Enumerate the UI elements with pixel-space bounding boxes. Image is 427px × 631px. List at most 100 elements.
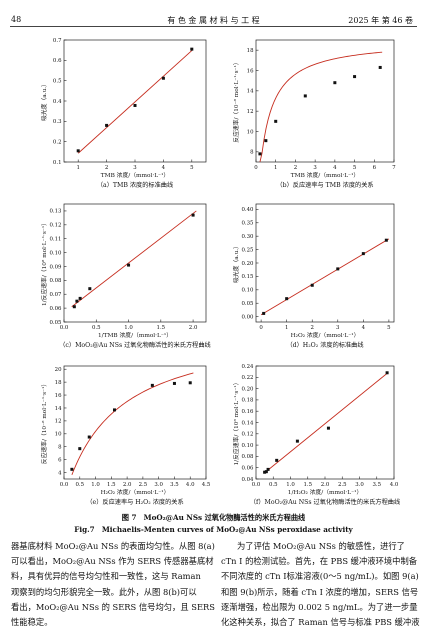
y-tick-label: 10 — [55, 432, 62, 438]
chart-panel-c: 0.0 0.5 1.0 1.5 2.0 0.05 0.06 0.07 0.08 0.09 0.10 0… — [40, 203, 211, 349]
text-line: 观察到的均匀形貌完全一致。此外，从图 8(b)可以 — [11, 586, 197, 597]
x-axis-label: H₂O₂ 浓度/（mmol·L⁻¹） — [291, 331, 360, 339]
data-point — [188, 381, 192, 385]
chart-panel-d: 0 1 2 3 4 5 0.00 0.05 0.10 0.15 0.20 0.25 0.30 0.35 0.… — [232, 203, 395, 349]
data-point — [75, 299, 79, 303]
x-axis-label: 1/H₂O₂ 浓度/（mmol·L⁻¹） — [288, 488, 363, 496]
x-tick-label: 0 — [254, 165, 258, 171]
y-tick-label: 0.16 — [241, 409, 254, 415]
y-axis-label: 1/反应速率/（10⁸ mol·L⁻¹·s⁻¹） — [232, 379, 240, 465]
data-point — [310, 283, 314, 287]
y-tick-label: 0.11 — [49, 237, 61, 243]
y-axis-label: 吸光度（a.u.） — [40, 81, 48, 121]
y-tick-label: 0.20 — [241, 386, 254, 392]
text-line: 逐渐增强，检出限为 0.002 5 ng/mL。为了进一步量 — [221, 601, 418, 612]
y-axis-label: 反应速率/（10⁻⁸ mol·L⁻¹·s⁻¹） — [40, 381, 48, 464]
y-tick-label: 4 — [58, 470, 62, 476]
journal-title: 有 色 金 属 材 料 与 工 程 — [167, 16, 260, 25]
data-point — [127, 263, 131, 267]
y-tick-label: 16 — [55, 393, 62, 399]
chart-panel-e: 0.0 0.5 1.0 1.5 2.0 2.5 3.0 3.5 4.0 4.5 4 6 8 10 12 14 1… — [40, 365, 211, 506]
x-tick-label: 2.0 — [189, 325, 198, 331]
y-tick-label: 0.05 — [241, 301, 254, 307]
fit-curve — [71, 372, 194, 475]
data-point — [78, 296, 82, 300]
x-tick-label: 3 — [313, 165, 317, 171]
x-tick-label: 2.0 — [123, 482, 132, 488]
chart-panel-a: 1 2 3 4 5 0.1 0.2 0.3 0.4 0.5 0.6 0.7 TMB 浓度/（mmol·L… — [40, 38, 207, 189]
page-header: 48 有 色 金 属 材 料 与 工 程 2025 年 第 46 卷 — [0, 0, 427, 28]
y-tick-label: 0.10 — [241, 443, 254, 449]
plot-frame — [255, 203, 395, 323]
x-tick-label: 2.5 — [139, 482, 148, 488]
x-tick-label: 3.0 — [154, 482, 163, 488]
x-tick-label: 5 — [190, 165, 194, 171]
data-point — [87, 435, 91, 439]
fit-line — [71, 210, 197, 308]
x-tick-label: 0 — [259, 325, 263, 331]
data-point — [172, 381, 176, 385]
x-tick-label: 2 — [294, 165, 297, 171]
x-axis-label: TMB 浓度/（mmol·L⁻¹） — [291, 171, 359, 179]
y-tick-label: 0.1 — [53, 160, 62, 166]
y-tick-label: 0.40 — [241, 207, 254, 213]
y-tick-label: 0.4 — [53, 99, 62, 105]
x-tick-label: 4 — [333, 165, 337, 171]
y-tick-label: 0.7 — [53, 38, 62, 44]
fit-line — [77, 50, 193, 154]
y-tick-label: 0.3 — [53, 119, 62, 125]
text-line: 和图 9(b)所示，随着 cTn I 浓度的增加，SERS 信号 — [221, 586, 419, 597]
y-tick-label: 6 — [58, 457, 62, 463]
subfigure-caption: （e）反应速率与 H₂O₂ 浓度的关系 — [86, 498, 183, 506]
x-tick-label: 1.5 — [303, 482, 312, 488]
data-point — [275, 458, 279, 462]
page-number: 48 — [11, 15, 22, 24]
subfigure-caption: （d）H₂O₂ 浓度的标准曲线 — [286, 341, 363, 349]
data-point — [385, 371, 389, 375]
data-point — [285, 297, 289, 301]
y-tick-label: 0.6 — [53, 58, 62, 64]
x-axis-label: TMB 浓度/（mmol·L⁻¹） — [101, 171, 169, 179]
data-point — [263, 470, 267, 474]
body-text-right: 为了评估 MoO₂@Au NSs 的敏感性，进行了 cTn I 的检测试验。首先… — [221, 539, 421, 630]
y-tick-label: 0.00 — [241, 314, 254, 320]
y-tick-label: 16 — [247, 68, 254, 74]
data-point — [161, 76, 165, 80]
y-tick-label: 0.06 — [241, 466, 254, 472]
data-point — [326, 426, 330, 430]
data-point — [264, 139, 268, 143]
data-point — [72, 305, 76, 309]
x-axis-label: 1/TMB 浓度/（mmol·L⁻¹） — [98, 331, 172, 339]
y-tick-label: 0.24 — [241, 364, 254, 370]
y-tick-label: 0.04 — [241, 477, 254, 483]
plot-frame — [63, 39, 207, 163]
data-point — [191, 213, 195, 217]
y-tick-label: 0.22 — [241, 375, 253, 381]
text-line: 不同浓度的 cTn I标准溶液(0～5 ng/mL)。如图 9(a) — [221, 571, 419, 582]
y-tick-label: 0.18 — [241, 398, 254, 404]
text-line: 化这种关系，拟合了 Raman 信号与标准 PBS 缓冲液 — [221, 617, 420, 628]
x-tick-label: 2.5 — [338, 482, 347, 488]
subfigure-caption: （f）MoO₂@Au NSs 过氧化物酶活性的米氏方程曲线 — [250, 498, 400, 506]
data-point — [258, 152, 262, 156]
x-tick-label: 4 — [162, 165, 166, 171]
data-point — [295, 439, 299, 443]
plot-frame — [63, 203, 207, 323]
data-point — [112, 408, 116, 412]
data-point — [262, 311, 266, 315]
y-tick-label: 12 — [55, 419, 62, 425]
data-point — [105, 123, 109, 127]
x-tick-label: 0.5 — [75, 482, 84, 488]
x-tick-label: 1.5 — [157, 325, 166, 331]
data-point — [76, 149, 80, 153]
fit-line — [260, 238, 390, 316]
x-tick-label: 7 — [392, 165, 396, 171]
y-tick-label: 0.2 — [53, 139, 62, 145]
text-line: 可以看出，MoO₂@Au NSs 作为 SERS 传感器基底材 — [11, 556, 214, 567]
y-tick-label: 0.35 — [241, 221, 254, 227]
data-point — [78, 447, 82, 451]
body-text-left: 器基底材料 MoO₂@Au NSs 的表面均匀性。从图 8(a) 可以看出，Mo… — [11, 539, 215, 630]
y-tick-label: 0.14 — [241, 420, 254, 426]
y-tick-label: 18 — [55, 380, 62, 386]
plot-frame — [255, 39, 395, 163]
